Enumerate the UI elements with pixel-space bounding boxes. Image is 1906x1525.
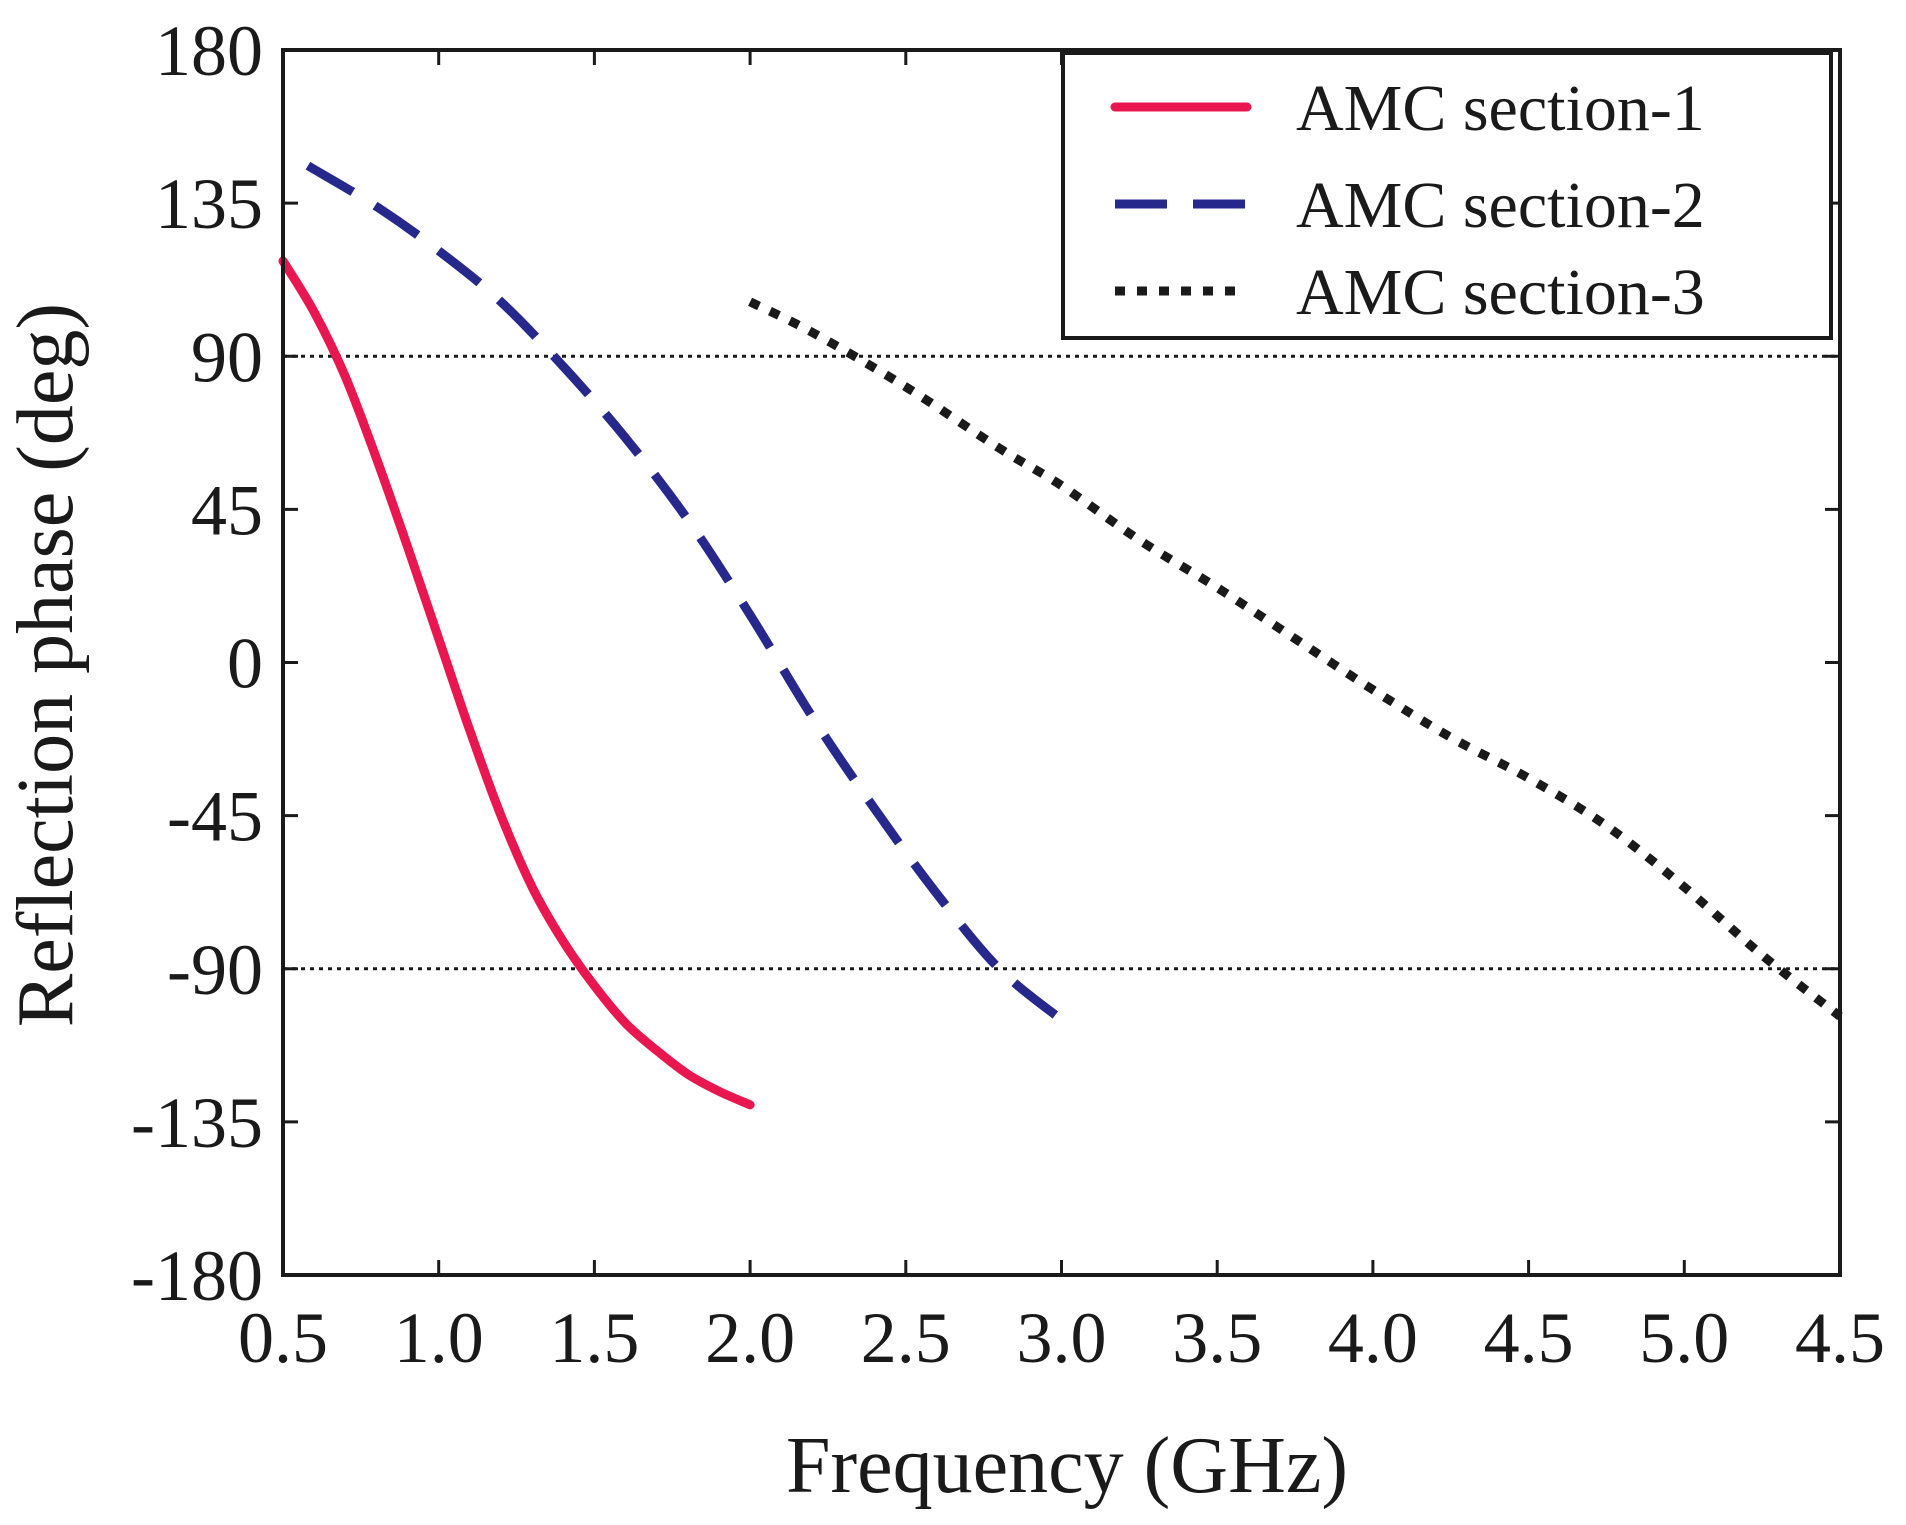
legend-label-amc-section-1: AMC section-1 (1296, 72, 1705, 145)
y-tick-label: 45 (191, 470, 263, 550)
x-tick-label: 1.5 (549, 1298, 639, 1378)
reference-lines (283, 354, 1840, 971)
series-line-amc-section-3 (748, 297, 1843, 1020)
legend: AMC section-1 AMC section-2 AMC section-… (1061, 51, 1833, 340)
y-tick-label: 180 (155, 11, 263, 91)
x-tick-label: 3.5 (1172, 1298, 1262, 1378)
x-tick-label: 2.0 (705, 1298, 795, 1378)
y-tick-label: -180 (131, 1236, 263, 1316)
y-tick-label: -90 (167, 930, 263, 1010)
x-tick-label: 4.0 (1328, 1298, 1418, 1378)
series-layer (278, 161, 1843, 1110)
y-tick-label: 0 (227, 624, 263, 704)
y-tick-label: -135 (131, 1083, 263, 1163)
y-tick-label: -45 (167, 777, 263, 857)
y-tick-labels: 180 135 90 45 0 -45 -90 -135 -180 (131, 11, 263, 1316)
x-tick-label: 5.0 (1639, 1298, 1729, 1378)
y-tick-label: 135 (155, 164, 263, 244)
x-axis-label: Frequency (GHz) (786, 1422, 1348, 1510)
x-tick-label: 2.5 (861, 1298, 951, 1378)
series-line-amc-section-1 (278, 256, 755, 1110)
x-tick-label: 1.0 (394, 1298, 484, 1378)
series-line-amc-section-2 (305, 161, 1065, 1024)
y-tick-label: 90 (191, 317, 263, 397)
x-tick-label: 0.5 (238, 1298, 328, 1378)
y-axis-label: Reflection phase (deg) (2, 303, 90, 1027)
legend-label-amc-section-3: AMC section-3 (1296, 256, 1705, 329)
legend-label-amc-section-2: AMC section-2 (1296, 169, 1705, 242)
x-tick-label: 3.0 (1017, 1298, 1107, 1378)
x-tick-label: 4.5 (1484, 1298, 1574, 1378)
x-tick-label: 4.5 (1795, 1298, 1885, 1378)
x-tick-labels: 0.5 1.0 1.5 2.0 2.5 3.0 3.5 4.0 4.5 5.0 4.5 (238, 1298, 1885, 1378)
